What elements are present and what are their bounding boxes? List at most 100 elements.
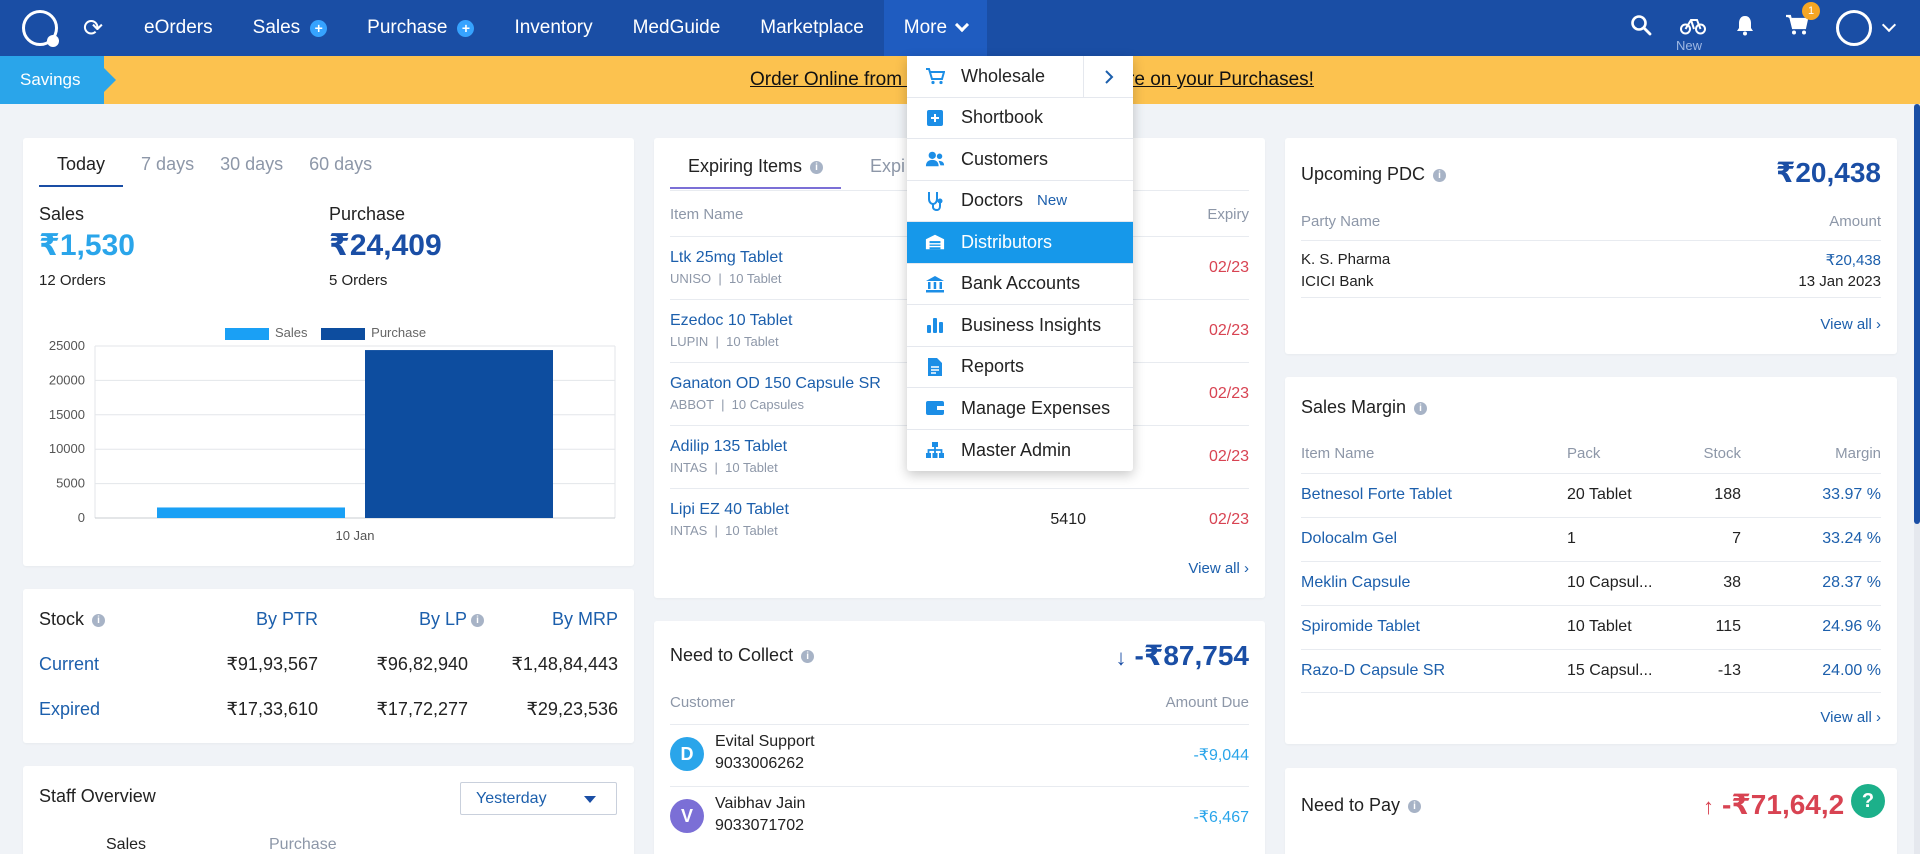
refresh-icon[interactable]: ⟳ [82,14,104,42]
tab-today[interactable]: Today [39,154,124,187]
item-expiry: 02/23 [1208,259,1249,276]
pdc-view-all-link[interactable]: View all › [1820,316,1881,333]
margin-item-name[interactable]: Razo-D Capsule SR [1301,662,1446,679]
info-icon[interactable]: i [1414,401,1428,415]
info-icon[interactable]: i [1433,168,1447,182]
savings-tag[interactable]: Savings [0,56,116,104]
app-logo-icon[interactable] [22,10,59,47]
sales-purchase-bar-chart: 0 5000 10000 15000 20000 25000 10 Jan [49,338,616,543]
bike-icon[interactable]: New [1676,14,1706,53]
pdc-row[interactable]: K. S. Pharma ICICI Bank ₹20,438 13 Jan 2… [1301,240,1881,298]
margin-row[interactable]: Betnesol Forte Tablet 20 Tablet 188 33.9… [1301,473,1881,517]
nav-medguide[interactable]: MedGuide [613,0,741,56]
item-meta: INTAS | 10 Tablet [670,460,778,475]
margin-item-pack: 1 [1567,530,1576,547]
bell-icon[interactable] [1732,14,1758,42]
stock-title-text: Stock [39,609,85,629]
stock-col-lp[interactable]: By LP i [419,609,484,630]
margin-view-all-link[interactable]: View all › [1820,709,1881,726]
nav-sales[interactable]: Sales + [233,0,348,56]
user-avatar-icon[interactable] [1836,10,1872,46]
purchase-orders[interactable]: 5 Orders [329,272,388,289]
stock-current-ptr: ₹91,93,567 [226,654,318,674]
item-name[interactable]: Lipi EZ 40 Tablet [670,501,789,518]
nav-sales-label: Sales [252,17,301,38]
item-name[interactable]: Adilip 135 Tablet [670,438,788,455]
tab-expiring-items[interactable]: Expiring Items i [670,156,842,189]
menu-item-distributors[interactable]: Distributors [907,222,1133,264]
margin-row[interactable]: Dolocalm Gel 1 7 33.24 % [1301,517,1881,561]
pay-amount-value: -₹71,64,2 [1722,789,1845,820]
col-expiry: Expiry [1207,206,1249,223]
staff-col-sales[interactable]: Sales [106,836,147,853]
item-name[interactable]: Ltk 25mg Tablet [670,249,783,266]
chevron-down-icon[interactable] [1881,17,1897,33]
tab-expiring-items-label: Expiring Items [688,156,803,176]
collect-row[interactable]: D Evital Support 9033006262 -₹9,044 [670,724,1249,786]
col-pack: Pack [1567,445,1601,462]
collect-amount-value: -₹87,754 [1134,640,1249,671]
nav-eorders[interactable]: eOrders [124,0,233,56]
menu-item-wholesale[interactable]: Wholesale [907,56,1133,98]
nav-inventory[interactable]: Inventory [494,0,612,56]
customer-name: Evital Support [715,733,815,750]
col-amount: Amount [1829,213,1881,230]
expiring-row[interactable]: Lipi EZ 40 Tablet INTAS | 10 Tablet 5410… [670,488,1249,551]
margin-row[interactable]: Meklin Capsule 10 Capsul... 38 28.37 % [1301,561,1881,605]
stock-expired-label[interactable]: Expired [39,699,101,719]
menu-item-bank-accounts[interactable]: Bank Accounts [907,264,1133,305]
expiring-view-all-link[interactable]: View all › [1188,560,1249,577]
margin-row[interactable]: Spiromide Tablet 10 Tablet 115 24.96 % [1301,605,1881,649]
nav-more[interactable]: More [883,0,988,56]
info-icon[interactable]: i [92,613,106,627]
page-scrollbar-thumb[interactable] [1914,104,1920,524]
chevron-right-icon: › [1244,560,1249,577]
tab-7-days[interactable]: 7 days [141,154,195,174]
tab-expired-items[interactable]: Expi [870,156,906,176]
info-icon[interactable]: i [801,649,815,663]
menu-item-master-admin[interactable]: Master Admin [907,430,1133,472]
menu-item-doctors[interactable]: Doctors New [907,181,1133,222]
help-button[interactable]: ? [1851,784,1885,818]
tab-30-days[interactable]: 30 days [220,154,284,174]
menu-item-shortbook[interactable]: Shortbook [907,98,1133,139]
staff-col-purchase[interactable]: Purchase [269,836,337,853]
stock-col-ptr[interactable]: By PTR [255,609,318,629]
nav-marketplace[interactable]: Marketplace [740,0,884,56]
nav-purchase[interactable]: Purchase + [347,0,494,56]
margin-item-name[interactable]: Spiromide Tablet [1301,618,1420,635]
staff-period-select[interactable]: Yesterday [460,782,617,815]
margin-item-name[interactable]: Betnesol Forte Tablet [1301,486,1452,503]
y-tick-label: 0 [78,510,85,525]
menu-item-manage-expenses[interactable]: Manage Expenses [907,388,1133,430]
org-chart-icon [925,440,945,460]
margin-item-name[interactable]: Meklin Capsule [1301,574,1411,591]
expiring-row[interactable]: Ganaton OD 150 Capsule SR ABBOT | 10 Cap… [670,362,1249,425]
margin-row[interactable]: Razo-D Capsule SR 15 Capsul... -13 24.00… [1301,649,1881,693]
info-icon[interactable]: i [471,613,484,627]
tab-60-days[interactable]: 60 days [309,154,373,174]
upcoming-pdc-card: Upcoming PDC i ₹20,438 Party Name Amount … [1285,138,1897,354]
margin-item-stock: 188 [1714,486,1741,503]
item-name[interactable]: Ezedoc 10 Tablet [670,312,793,329]
menu-item-business-insights[interactable]: Business Insights [907,305,1133,347]
chevron-right-icon[interactable] [1083,56,1133,97]
stock-col-mrp[interactable]: By MRP [551,609,618,629]
nav-medguide-label: MedGuide [632,17,721,38]
stock-current-label[interactable]: Current [39,654,100,674]
info-icon[interactable]: i [1408,799,1422,813]
margin-item-name[interactable]: Dolocalm Gel [1301,530,1398,547]
sales-orders[interactable]: 12 Orders [39,272,106,289]
menu-item-customers[interactable]: Customers [907,139,1133,181]
collect-row[interactable]: V Vaibhav Jain 9033071702 -₹6,467 [670,786,1249,848]
item-name[interactable]: Ganaton OD 150 Capsule SR [670,375,881,392]
cart-icon[interactable]: 1 [1784,2,1820,42]
info-icon[interactable]: i [810,160,824,174]
stock-expired-ptr: ₹17,33,610 [226,699,318,719]
menu-item-reports[interactable]: Reports [907,347,1133,388]
main-nav: eOrders Sales + Purchase + Inventory MedGu… [124,0,988,56]
search-icon[interactable] [1628,14,1654,42]
add-sale-icon[interactable]: + [310,19,328,37]
add-purchase-icon[interactable]: + [457,19,475,37]
pdc-party: K. S. Pharma [1301,251,1391,268]
